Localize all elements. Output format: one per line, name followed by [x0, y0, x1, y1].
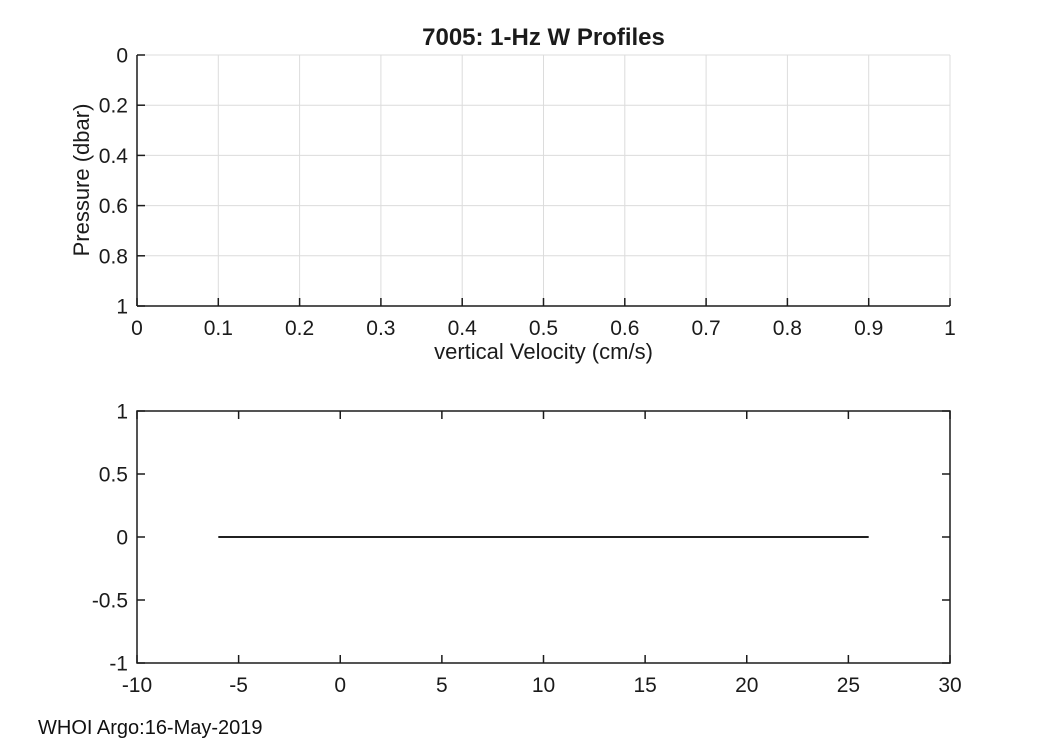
x-tick-label: 0.4: [448, 317, 478, 340]
x-tick-label: 20: [735, 674, 758, 697]
watermark-text: WHOI Argo:16-May-2019: [38, 717, 263, 739]
x-tick-label: 0.3: [366, 317, 395, 340]
y-tick-label: 0: [116, 45, 128, 68]
x-tick-label: 0: [131, 317, 143, 340]
plot1-title: 7005: 1-Hz W Profiles: [422, 24, 665, 51]
y-tick-label: 0: [116, 527, 128, 550]
y-tick-label: 1: [116, 296, 128, 319]
x-tick-label: 0.7: [691, 317, 720, 340]
x-tick-label: 25: [837, 674, 860, 697]
x-tick-label: 15: [633, 674, 656, 697]
x-tick-label: 0.2: [285, 317, 314, 340]
plot1-xlabel: vertical Velocity (cm/s): [434, 339, 653, 364]
y-tick-label: 0.2: [99, 95, 128, 118]
x-tick-label: 0.8: [773, 317, 802, 340]
y-tick-label: -0.5: [92, 590, 128, 613]
x-tick-label: 0.9: [854, 317, 883, 340]
x-tick-label: -10: [122, 674, 152, 697]
x-tick-label: 0: [334, 674, 346, 697]
y-tick-label: 0.8: [99, 245, 128, 268]
x-tick-label: 0.5: [529, 317, 558, 340]
y-tick-label: 0.5: [99, 464, 128, 487]
x-tick-label: 0.6: [610, 317, 639, 340]
y-tick-label: -1: [109, 653, 128, 676]
x-tick-label: 10: [532, 674, 555, 697]
y-tick-label: 0.6: [99, 195, 128, 218]
x-tick-label: 0.1: [204, 317, 233, 340]
y-tick-label: 1: [116, 401, 128, 424]
x-tick-label: -5: [229, 674, 248, 697]
x-tick-label: 5: [436, 674, 448, 697]
y-tick-label: 0.4: [99, 145, 129, 168]
x-tick-label: 1: [944, 317, 956, 340]
x-tick-label: 30: [938, 674, 961, 697]
